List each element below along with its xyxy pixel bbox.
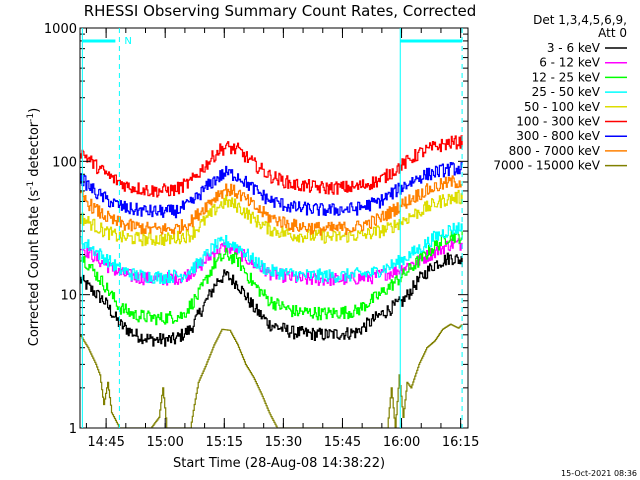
chart-title: RHESSI Observing Summary Count Rates, Co… [84,2,477,20]
legend-label: 25 - 50 keV [532,85,601,99]
series-line [80,135,463,198]
series-line [80,323,463,428]
x-tick-label: 15:45 [324,435,361,450]
x-tick-label: 15:00 [146,435,183,450]
x-tick-label: 16:00 [383,435,420,450]
x-tick-label: 15:30 [265,435,302,450]
y-tick-label: 10 [60,289,77,304]
series-group [80,135,463,428]
y-tick-label: 1 [69,422,77,437]
x-tick-label: 16:15 [442,435,479,450]
legend-label: 7000 - 15000 keV [493,159,600,173]
series-line [80,175,463,236]
x-axis-label: Start Time (28-Aug-08 14:38:22) [173,456,385,471]
legend-label: 6 - 12 keV [539,56,601,70]
legend-label: 100 - 300 keV [516,115,600,129]
legend-label: 3 - 6 keV [547,41,601,55]
legend-label: 300 - 800 keV [516,129,600,143]
legend-header: Att 0 [598,26,627,40]
y-tick-label: 100 [52,155,77,170]
timestamp-label: 15-Oct-2021 08:36 [561,469,637,478]
series-line [80,252,463,347]
series-line [80,229,463,326]
legend-label: 800 - 7000 keV [509,144,601,158]
series-line [80,238,463,286]
series-line [80,222,463,284]
legend-label: 12 - 25 keV [532,70,601,84]
plot-frame [79,27,469,429]
legend-label: 50 - 100 keV [524,100,601,114]
plot-layer: 1 10 100 1000 14:45 15:00 15:15 15:30 15:45 16:00… [44,22,479,450]
x-tick-label: 14:45 [87,435,124,450]
series-line [80,162,463,219]
legend-header: Det 1,3,4,5,6,9, [533,13,627,27]
y-tick-label: 1000 [44,22,77,37]
x-tick-label: 15:15 [206,435,243,450]
night-marker-label: N [124,36,131,47]
y-axis-label: Corrected Count Rate (s-1 detector-1) [26,108,42,346]
